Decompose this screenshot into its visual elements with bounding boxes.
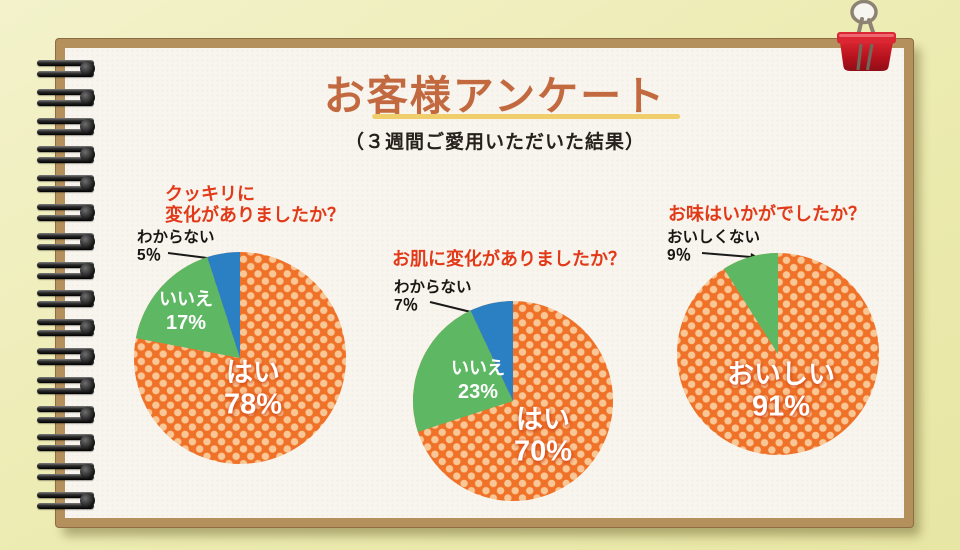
slice-text: おいしい	[727, 359, 835, 390]
chart-question: お味はいかがでしたか？	[668, 204, 866, 225]
pie-slice-unknown	[470, 301, 513, 401]
callout-label: わからない	[394, 279, 472, 296]
title-underline	[372, 114, 681, 119]
pie-chart: いいえ 17% はい 78%	[134, 252, 346, 464]
pie-slice-not-tasty	[723, 253, 778, 354]
page-title: お客様アンケート	[323, 72, 667, 120]
slice-label-yes: はい 70%	[514, 405, 572, 470]
pie-wedges	[135, 252, 240, 358]
callout-value: 9％	[667, 246, 692, 264]
callout-value: 5％	[137, 246, 162, 264]
slice-pct: 70%	[513, 435, 573, 468]
slice-text: いいえ	[159, 289, 213, 310]
slice-pct: 23%	[457, 380, 499, 403]
slice-callout: おいしくない 9％	[667, 229, 760, 264]
page-subtitle: （３週間ご愛用いただいた結果）	[344, 132, 645, 153]
callout-label: わからない	[137, 229, 215, 246]
pie-slice-unknown	[207, 252, 240, 358]
question-line: お味はいかがでしたか？	[668, 204, 866, 224]
slice-pct: 78%	[223, 388, 283, 421]
binder-clip-icon	[837, 0, 896, 71]
slice-text: はい	[225, 357, 280, 388]
pie-chart: いいえ 23% はい 70%	[413, 301, 613, 501]
pie-wedges	[413, 301, 513, 432]
callout-label: おいしくない	[667, 229, 761, 246]
chart-question: お肌に変化がありましたか？	[392, 249, 626, 270]
slice-label-no: いいえ 17%	[159, 289, 213, 335]
pie-chart: おいしい 91%	[677, 253, 879, 455]
slice-text: はい	[515, 404, 570, 435]
pie-wedges	[723, 253, 778, 354]
question-line: 変化がありましたか？	[165, 205, 345, 225]
pie-slice-no	[413, 310, 513, 432]
slice-label-tasty: おいしい 91%	[727, 360, 835, 425]
pie-slice-no	[135, 257, 240, 358]
chart-question: クッキリに 変化がありましたか？	[165, 184, 345, 226]
slice-label-no: いいえ 23%	[451, 358, 505, 404]
question-line: お肌に変化がありましたか？	[392, 249, 626, 269]
question-line: クッキリに	[165, 184, 255, 204]
callout-value: 7％	[394, 296, 419, 314]
slice-pct: 91%	[751, 390, 811, 423]
slice-callout: わからない 5％	[137, 229, 215, 264]
slice-label-yes: はい 78%	[224, 358, 282, 423]
slice-pct: 17%	[165, 311, 207, 334]
slice-text: いいえ	[451, 358, 505, 379]
slice-callout: わからない 7％	[394, 279, 472, 314]
